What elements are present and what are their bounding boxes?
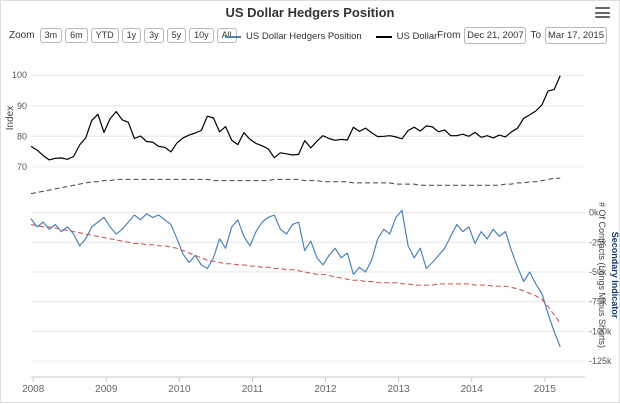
x-axis-label: 2008 xyxy=(22,384,45,395)
y-axis-tick-label-right: -25k xyxy=(589,237,607,247)
x-axis-label: 2009 xyxy=(95,384,118,395)
legend-line-sample-blue xyxy=(225,35,241,38)
zoom-button-3y[interactable]: 3y xyxy=(144,28,164,43)
date-range-controls: From To xyxy=(437,27,607,44)
y-axis-tick-label-left: 90 xyxy=(17,101,27,111)
zoom-button-5y[interactable]: 5y xyxy=(166,28,187,43)
from-date-input[interactable] xyxy=(464,27,527,44)
y-axis-tick-label-right: -50k xyxy=(589,267,607,277)
legend-item-hedgers-position[interactable]: US Dollar Hedgers Position xyxy=(225,31,362,42)
zoom-button-3m[interactable]: 3m xyxy=(39,28,63,43)
legend-label: US Dollar Hedgers Position xyxy=(246,31,362,42)
x-axis-label: 2010 xyxy=(168,384,191,395)
series-us-dollar xyxy=(30,75,561,161)
series-us-dollar-hedgers-position xyxy=(30,209,561,348)
y-axis-tick-label-right: -75k xyxy=(589,297,607,307)
x-axis-label: 2015 xyxy=(534,384,557,395)
zoom-button-10y[interactable]: 10y xyxy=(189,28,214,43)
from-label: From xyxy=(437,30,461,41)
x-axis-label: 2011 xyxy=(242,384,264,395)
series-lower-dashed-band xyxy=(30,224,561,324)
legend-item-us-dollar[interactable]: US Dollar xyxy=(375,31,438,42)
zoom-button-ytd[interactable]: YTD xyxy=(90,28,119,43)
zoom-controls: Zoom 3m 6m YTD 1y 3y 5y 10y All xyxy=(9,28,237,43)
export-menu-button[interactable] xyxy=(595,7,610,18)
y-axis-title-contracts: # Of Contracts (Longs Minus Shorts) xyxy=(597,202,607,348)
y-axis-tick-label-right: 0k xyxy=(589,208,599,218)
series-upper-dashed-band xyxy=(30,177,561,195)
legend-line-sample-black xyxy=(375,35,392,38)
zoom-button-6m[interactable]: 6m xyxy=(65,28,88,43)
zoom-button-1y[interactable]: 1y xyxy=(121,28,142,43)
y-axis-tick-label-right: -125k xyxy=(589,356,612,366)
to-label: To xyxy=(530,30,541,41)
y-axis-tick-label-right: -100k xyxy=(589,326,612,336)
x-axis-label: 2012 xyxy=(314,384,337,395)
hamburger-menu-icon xyxy=(595,7,610,9)
y-axis-title-secondary-indicator: Secondary Indicator xyxy=(610,232,620,319)
y-axis-title-index: Index xyxy=(5,106,16,130)
legend-label: US Dollar xyxy=(396,31,438,42)
to-date-input[interactable] xyxy=(545,27,607,44)
chart-title: US Dollar Hedgers Position xyxy=(225,5,395,20)
y-axis-tick-label-left: 70 xyxy=(17,162,27,172)
legend: US Dollar Hedgers Position US Dollar xyxy=(225,31,437,42)
x-axis-label: 2013 xyxy=(387,384,410,395)
x-axis-label: 2014 xyxy=(461,384,484,395)
y-axis-tick-label-left: 80 xyxy=(17,131,27,141)
y-axis-tick-label-left: 100 xyxy=(12,70,27,80)
zoom-label: Zoom xyxy=(9,30,35,41)
